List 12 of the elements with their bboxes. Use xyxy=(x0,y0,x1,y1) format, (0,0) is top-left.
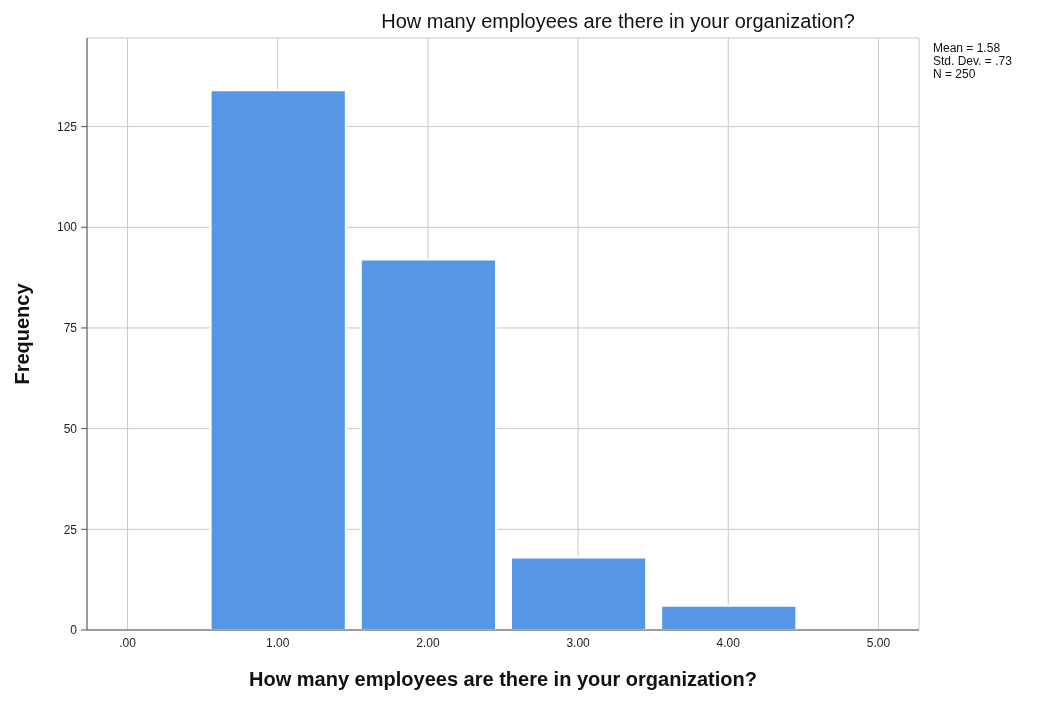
x-tick-label: 4.00 xyxy=(716,635,741,650)
chart-title: How many employees are there in your organization? xyxy=(380,10,856,33)
x-tick-label: 2.00 xyxy=(416,635,440,650)
x-axis-title: How many employees are there in your organization? xyxy=(248,668,758,691)
x-tick-label: 3.00 xyxy=(566,635,591,650)
text: Mean = 1.58 xyxy=(933,41,1002,55)
text: N = 250 xyxy=(933,67,977,81)
x-tick-label: 5.00 xyxy=(866,635,891,650)
y-axis-title: Frequency xyxy=(10,283,34,385)
x-tick-label: 1.00 xyxy=(266,635,290,650)
text: Std. Dev. = .73 xyxy=(933,54,1012,68)
x-tick-label: .00 xyxy=(119,635,137,650)
